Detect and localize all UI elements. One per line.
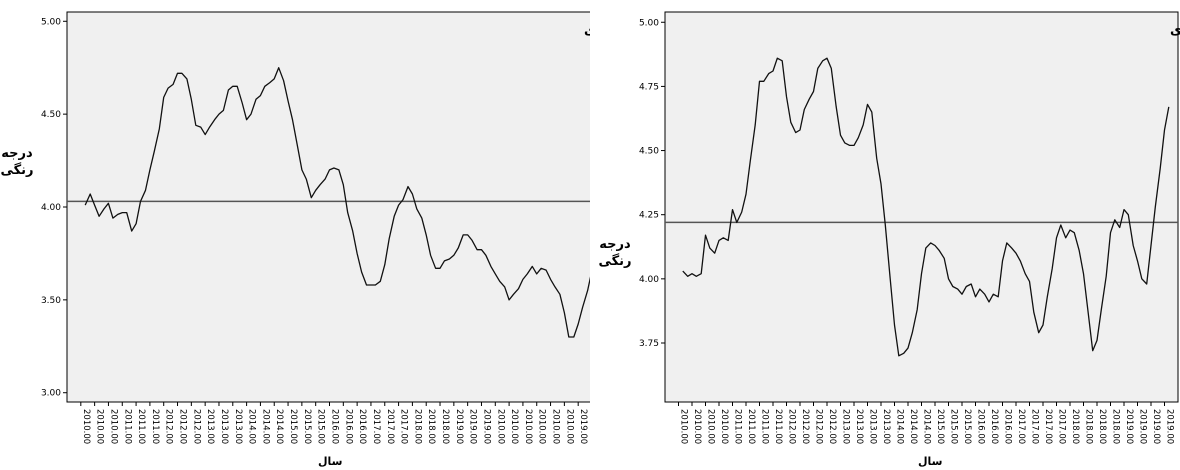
x-tick-label: 2019.00 <box>454 409 464 444</box>
x-tick-label: 2012.00 <box>787 409 797 444</box>
series-line <box>84 67 590 338</box>
x-tick-label: 2017.00 <box>1016 409 1026 444</box>
x-tick-label: 2019.00 <box>1138 409 1148 444</box>
y-tick-label: 4.00 <box>639 275 659 285</box>
x-tick-label: 2018.00 <box>426 409 436 444</box>
x-tick-label: 2019.00 <box>1151 409 1161 444</box>
x-tick-label: 2010.00 <box>509 409 519 444</box>
x-tick-label: 2018.00 <box>440 409 450 444</box>
x-tick-label: 2013.00 <box>868 409 878 444</box>
x-tick-label: 2014.00 <box>908 409 918 444</box>
x-tick-label: 2015.00 <box>288 409 298 444</box>
x-tick-label: 2017.00 <box>1057 409 1067 444</box>
x-tick-label: 2011.00 <box>122 409 132 444</box>
y-tick-label: 3.00 <box>41 389 61 399</box>
x-tick-label: 2019.00 <box>481 409 491 444</box>
y-tick-label: 4.50 <box>41 110 61 120</box>
x-tick-label: 2016.00 <box>357 409 367 444</box>
y-tick-label: 3.75 <box>639 339 659 349</box>
x-tick-label: 2019.00 <box>1124 409 1134 444</box>
x-tick-label: 2014.00 <box>922 409 932 444</box>
x-tick-label: 2015.00 <box>949 409 959 444</box>
chart-title: مرجانهای شاخه ای <box>1170 23 1180 38</box>
x-tick-label: 2014.00 <box>247 409 257 444</box>
x-tick-label: 2014.00 <box>895 409 905 444</box>
x-tick-label: 2011.00 <box>136 409 146 444</box>
x-tick-label: 2011.00 <box>773 409 783 444</box>
x-tick-label: 2015.00 <box>302 409 312 444</box>
x-tick-label: 2012.00 <box>178 409 188 444</box>
x-tick-label: 2017.00 <box>385 409 395 444</box>
y-tick-label: 4.50 <box>639 147 659 157</box>
x-tick-label: 2017.00 <box>1043 409 1053 444</box>
x-tick-label: 2010.00 <box>551 409 561 444</box>
x-tick-label: 2010.00 <box>706 409 716 444</box>
x-tick-label: 2015.00 <box>962 409 972 444</box>
x-axis-label: سال <box>918 455 943 468</box>
x-tick-label: 2011.00 <box>746 409 756 444</box>
x-tick-label: 2017.00 <box>1030 409 1040 444</box>
y-tick-label: 4.25 <box>639 211 659 221</box>
x-tick-label: 2018.00 <box>412 409 422 444</box>
x-tick-label: 2018.00 <box>1084 409 1094 444</box>
x-tick-label: 2010.00 <box>95 409 105 444</box>
x-tick-label: 2018.00 <box>1111 409 1121 444</box>
x-tick-label: 2011.00 <box>760 409 770 444</box>
x-tick-label: 2018.00 <box>1070 409 1080 444</box>
x-tick-label: 2012.00 <box>814 409 824 444</box>
x-tick-label: 2010.00 <box>564 409 574 444</box>
y-tick-label: 5.00 <box>41 17 61 27</box>
x-tick-label: 2018.00 <box>1097 409 1107 444</box>
x-tick-label: 2012.00 <box>191 409 201 444</box>
y-tick-label: 5.00 <box>639 18 659 28</box>
x-tick-label: 2013.00 <box>205 409 215 444</box>
x-tick-label: 2012.00 <box>827 409 837 444</box>
x-tick-label: 2010.00 <box>81 409 91 444</box>
x-tick-label: 2013.00 <box>881 409 891 444</box>
x-tick-label: 2013.00 <box>219 409 229 444</box>
x-tick-label: 2010.00 <box>523 409 533 444</box>
x-tick-label: 2016.00 <box>330 409 340 444</box>
x-tick-label: 2012.00 <box>164 409 174 444</box>
y-axis-label: درجه رنگی <box>0 146 34 178</box>
x-tick-label: 2013.00 <box>841 409 851 444</box>
x-tick-label: 2013.00 <box>854 409 864 444</box>
x-tick-label: 2017.00 <box>399 409 409 444</box>
chart-panel-branching-corals: 3.75 4.00 4.25 4.50 4.75 5.00 2010.00 2010.00 20… <box>590 0 1180 470</box>
chart-title: مرجانهای توده ای <box>584 23 590 38</box>
x-tick-label: 2016.00 <box>343 409 353 444</box>
x-tick-label: 2010.00 <box>692 409 702 444</box>
x-tick-label: 2014.00 <box>274 409 284 444</box>
x-tick-label: 2011.00 <box>733 409 743 444</box>
x-tick-label: 2010.00 <box>719 409 729 444</box>
series-line <box>682 57 1170 357</box>
x-tick-label: 2010.00 <box>108 409 118 444</box>
plot-area <box>66 11 590 403</box>
x-tick-label: 2011.00 <box>150 409 160 444</box>
x-tick-label: 2012.00 <box>800 409 810 444</box>
chart-panel-massive-corals: 3.00 3.50 4.00 4.50 5.00 2010.00 2010.00 2010.0… <box>0 11 590 468</box>
x-tick-label: 2010.00 <box>495 409 505 444</box>
x-tick-label: 2019.00 <box>578 409 588 444</box>
x-tick-label: 2016.00 <box>989 409 999 444</box>
x-tick-label: 2016.00 <box>976 409 986 444</box>
x-tick-label: 2010.00 <box>537 409 547 444</box>
plot-area <box>664 11 1179 403</box>
x-tick-label: 2015.00 <box>316 409 326 444</box>
y-tick-label: 4.75 <box>639 82 659 92</box>
x-tick-label: 2016.00 <box>1003 409 1013 444</box>
x-tick-label: 2010.00 <box>679 409 689 444</box>
x-tick-label: 2019.00 <box>1165 409 1175 444</box>
y-tick-label: 4.00 <box>41 203 61 213</box>
x-tick-label: 2019.00 <box>468 409 478 444</box>
x-tick-label: 2015.00 <box>935 409 945 444</box>
x-tick-label: 2013.00 <box>233 409 243 444</box>
x-tick-label: 2017.00 <box>371 409 381 444</box>
y-tick-label: 3.50 <box>41 296 61 306</box>
y-axis-label: درجه رنگی <box>598 237 632 269</box>
x-tick-label: 2014.00 <box>260 409 270 444</box>
x-axis-label: سال <box>318 455 343 468</box>
